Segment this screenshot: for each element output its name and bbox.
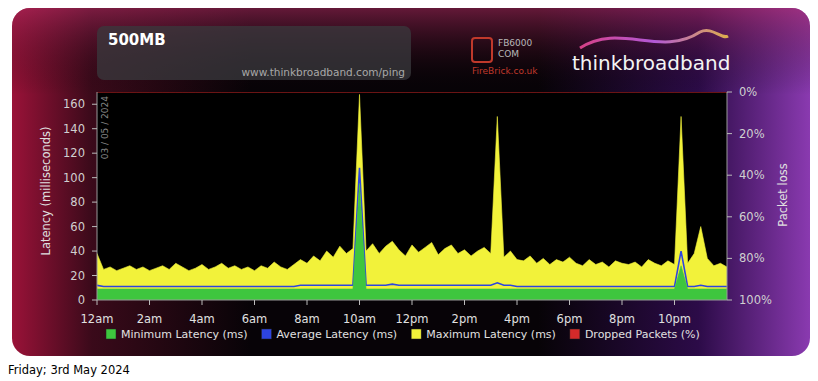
y-tick-label: 0 — [78, 293, 85, 307]
legend-label: Average Latency (ms) — [276, 328, 397, 341]
y-tick — [92, 202, 97, 203]
x-tick — [622, 300, 623, 305]
y2-tick-label: 20% — [739, 127, 765, 141]
logo: thinkbroadband — [572, 51, 730, 75]
y-tick-label: 100 — [63, 171, 85, 185]
y2-tick-label: 80% — [739, 251, 765, 265]
x-tick-label: 8am — [294, 312, 320, 326]
logo-swoosh — [580, 30, 728, 48]
y-tick — [92, 300, 97, 301]
x-tick — [569, 300, 570, 305]
subtitle: www.thinkbroadband.com/ping — [242, 66, 405, 78]
x-tick-label: 4am — [189, 312, 215, 326]
x-tick-label: 10am — [343, 312, 376, 326]
y2-tick — [727, 175, 732, 176]
firebrick-com: COM — [498, 49, 519, 59]
y-tick-label: 60 — [70, 220, 85, 234]
legend-swatch — [411, 329, 421, 339]
y-axis-title: Latency (milliseconds) — [39, 126, 53, 255]
y-tick — [92, 226, 97, 227]
x-tick — [202, 300, 203, 305]
y2-tick — [727, 133, 732, 134]
y2-tick — [727, 300, 732, 301]
legend-swatch — [570, 329, 580, 339]
panel-glow — [12, 8, 810, 356]
x-tick — [97, 300, 98, 305]
y2-tick-label: 0% — [739, 85, 757, 99]
x-tick-label: 10pm — [658, 312, 691, 326]
caption: Friday; 3rd May 2024 — [8, 363, 130, 377]
y-tick — [92, 104, 97, 105]
legend-label: Maximum Latency (ms) — [426, 328, 556, 341]
firebrick-icon — [472, 38, 492, 62]
y-tick-label: 40 — [70, 244, 85, 258]
y-tick-label: 80 — [70, 195, 85, 209]
x-tick-label: 2am — [137, 312, 163, 326]
series-area — [97, 92, 727, 93]
x-tick-label: 2pm — [452, 312, 478, 326]
series-area — [97, 184, 727, 300]
x-tick — [464, 300, 465, 305]
legend-label: Dropped Packets (%) — [585, 328, 700, 341]
y-axis-line — [97, 92, 98, 300]
firebrick-site: FireBrick.co.uk — [472, 66, 538, 76]
x-tick — [307, 300, 308, 305]
y-tick — [92, 153, 97, 154]
x-tick-label: 8pm — [609, 312, 635, 326]
y2-axis-title: Packet loss — [776, 163, 790, 227]
y-tick-label: 160 — [63, 97, 85, 111]
x-tick-label: 12pm — [395, 312, 428, 326]
firebrick-model: FB6000 — [498, 38, 533, 48]
date-label: 03 / 05 / 2024 — [100, 96, 110, 160]
legend-swatch — [106, 329, 116, 339]
legend-swatch — [261, 329, 271, 339]
x-tick-label: 6pm — [557, 312, 583, 326]
y-tick — [92, 251, 97, 252]
y-tick-label: 120 — [63, 146, 85, 160]
x-tick — [254, 300, 255, 305]
series-line — [97, 168, 727, 287]
x-tick — [359, 300, 360, 305]
legend-label: Minimum Latency (ms) — [121, 328, 247, 341]
plot-area — [97, 92, 727, 300]
y2-tick — [727, 258, 732, 259]
y-tick — [92, 275, 97, 276]
y2-tick-label: 100% — [739, 293, 772, 307]
series-group — [97, 92, 727, 300]
y-tick-label: 140 — [63, 122, 85, 136]
header-box — [97, 26, 411, 80]
y-tick-label: 20 — [70, 269, 85, 283]
x-tick-label: 12am — [81, 312, 114, 326]
series-area — [97, 94, 727, 300]
x-tick — [412, 300, 413, 305]
y2-tick-label: 60% — [739, 210, 765, 224]
y2-tick — [727, 216, 732, 217]
y2-tick — [727, 92, 732, 93]
chart: 500MB www.thinkbroadband.com/ping FB6000CO… — [0, 0, 818, 381]
x-tick — [149, 300, 150, 305]
x-tick — [674, 300, 675, 305]
y-tick — [92, 177, 97, 178]
title: 500MB — [108, 31, 166, 49]
y2-tick-label: 40% — [739, 168, 765, 182]
y-tick — [92, 128, 97, 129]
x-tick-label: 4pm — [504, 312, 530, 326]
x-tick — [517, 300, 518, 305]
panel — [12, 8, 810, 356]
x-tick-label: 6am — [242, 312, 268, 326]
y2-axis-line — [727, 92, 728, 300]
